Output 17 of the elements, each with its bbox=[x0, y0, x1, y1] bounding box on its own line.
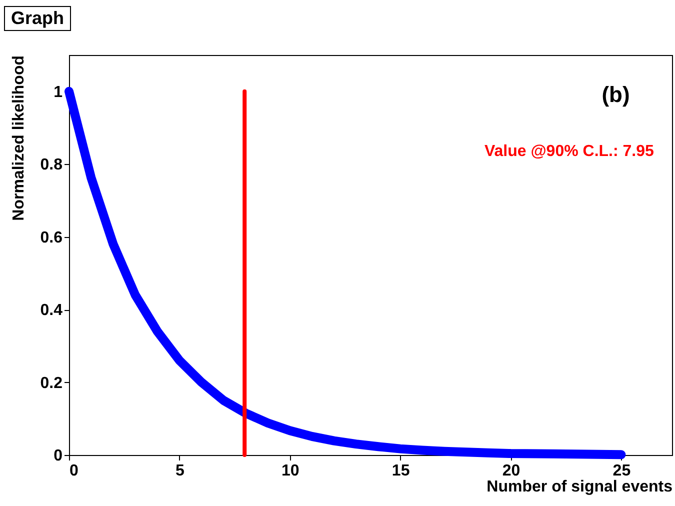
y-tick-label: 1 bbox=[54, 84, 63, 101]
x-tick-label: 15 bbox=[392, 462, 410, 480]
y-tick-label: 0.2 bbox=[40, 374, 63, 392]
x-axis-title: Number of signal events bbox=[486, 478, 673, 496]
chart-title: Graph bbox=[4, 6, 72, 31]
y-axis-title: Normalized likelihood bbox=[10, 56, 28, 221]
y-tick-label: 0.4 bbox=[40, 302, 63, 320]
x-tick-label: 10 bbox=[281, 462, 300, 480]
y-tick-label: 0.8 bbox=[40, 156, 63, 174]
x-tick-label: 5 bbox=[175, 462, 184, 480]
x-tick-label: 25 bbox=[612, 462, 631, 480]
x-tick-label: 20 bbox=[502, 462, 520, 480]
y-tick-label: 0 bbox=[54, 448, 63, 464]
y-tick-label: 0.6 bbox=[40, 229, 63, 246]
annotation: Value @90% C.L.: 7.95 bbox=[484, 143, 654, 160]
annotation: (b) bbox=[602, 82, 630, 107]
x-tick-label: 0 bbox=[70, 462, 78, 480]
